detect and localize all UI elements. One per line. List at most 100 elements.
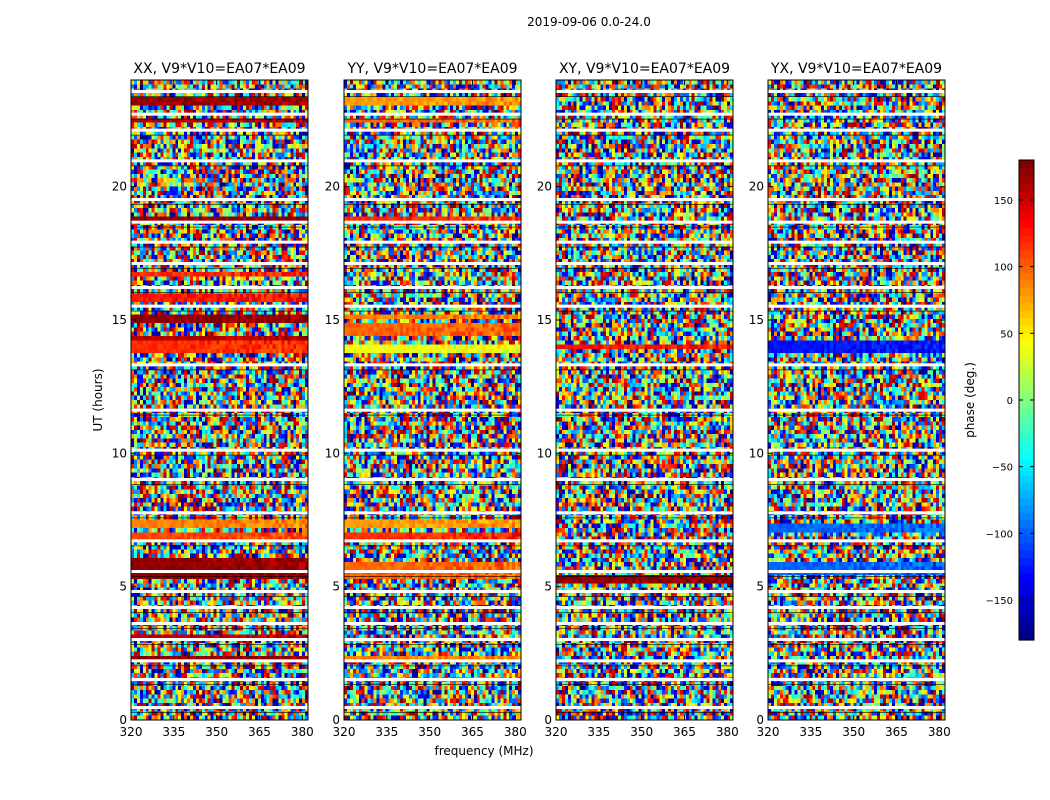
colorbar-segment: [1019, 430, 1034, 439]
flag-gap: [344, 363, 521, 367]
flag-line: [556, 310, 733, 312]
y-tick-label: 20: [749, 180, 764, 194]
flag-gap: [344, 606, 521, 609]
flag-gap: [768, 539, 945, 543]
x-tick-label: 335: [799, 725, 822, 739]
flag-line: [344, 454, 521, 456]
flag-gap: [556, 262, 733, 265]
flag-gap: [131, 198, 308, 201]
flag-line: [131, 414, 308, 416]
colorbar-segment: [1019, 467, 1034, 476]
colorbar-segment: [1019, 362, 1034, 371]
flag-line: [768, 684, 945, 685]
y-tick-label: 0: [544, 713, 552, 727]
x-tick-label: 365: [461, 725, 484, 739]
flag-gap: [131, 286, 308, 289]
colorbar-segment: [1019, 355, 1034, 364]
flag-line: [556, 165, 733, 167]
flag-line: [344, 684, 521, 685]
flag-line: [556, 684, 733, 685]
colorbar-segment: [1019, 272, 1034, 281]
flag-line: [131, 576, 308, 577]
flag-gap: [556, 90, 733, 93]
colorbar-segment: [1019, 610, 1034, 619]
flag-gap: [556, 286, 733, 289]
colorbar-tick-label: 50: [1000, 329, 1013, 340]
flag-gap: [344, 240, 521, 244]
colorbar-segment: [1019, 377, 1034, 386]
flag-gap: [768, 363, 945, 367]
colorbar-tick-label: −150: [986, 596, 1013, 607]
flag-line: [556, 268, 733, 269]
flag-line: [768, 310, 945, 312]
panel-0-title: XX, V9*V10=EA07*EA09: [133, 61, 305, 77]
colorbar-label: phase (deg.): [963, 362, 977, 438]
flag-line: [556, 712, 733, 713]
y-tick-label: 10: [325, 446, 340, 460]
y-tick-label: 5: [544, 580, 552, 594]
flag-gap: [768, 659, 945, 663]
flag-gap: [344, 112, 521, 116]
flag-gap: [344, 678, 521, 681]
panel-1-heatmap: [344, 80, 521, 720]
flag-line: [556, 628, 733, 629]
flag-line: [768, 454, 945, 456]
flag-line: [768, 226, 945, 228]
x-tick-label: 350: [842, 725, 865, 739]
colorbar-segment: [1019, 235, 1034, 244]
flag-gap: [131, 570, 308, 573]
flag-line: [131, 204, 308, 205]
flag-line: [131, 134, 308, 136]
flag-gap: [131, 622, 308, 625]
colorbar-segment: [1019, 587, 1034, 596]
panel-0: XX, V9*V10=EA07*EA09 320 335 350 365 380 0 5 10 1…: [112, 61, 314, 739]
flag-gap: [556, 220, 733, 224]
flag-gap: [131, 90, 308, 93]
panel-3-frame: [767, 79, 946, 721]
x-tick-label: 365: [885, 725, 908, 739]
flag-gap: [556, 706, 733, 709]
colorbar-tick-label: −100: [986, 529, 1013, 540]
flag-gap: [344, 638, 521, 641]
flag-line: [344, 414, 521, 416]
flag-line: [131, 684, 308, 685]
flag-line: [131, 310, 308, 312]
flag-line: [131, 665, 308, 667]
colorbar-segment: [1019, 565, 1034, 574]
flag-line: [344, 517, 521, 519]
flag-gap: [344, 220, 521, 224]
colorbar-segment: [1019, 572, 1034, 581]
colorbar-segment: [1019, 520, 1034, 529]
colorbar-segment: [1019, 415, 1034, 424]
flag-line: [768, 665, 945, 667]
flag-gap: [344, 90, 521, 93]
flag-line: [131, 484, 308, 485]
flag-gap: [344, 408, 521, 412]
colorbar-segment: [1019, 190, 1034, 199]
flag-line: [344, 665, 521, 667]
flag-line: [556, 596, 733, 597]
panel-0-heatmap: [131, 80, 308, 720]
flag-line: [556, 665, 733, 667]
colorbar-tick-label: −50: [992, 463, 1013, 474]
colorbar-segment: [1019, 182, 1034, 191]
flag-line: [768, 414, 945, 416]
colorbar-segment: [1019, 317, 1034, 326]
colorbar-segment: [1019, 595, 1034, 604]
colorbar-segment: [1019, 332, 1034, 341]
y-tick-label: 5: [119, 580, 127, 594]
x-tick-label: 335: [587, 725, 610, 739]
flag-gap: [131, 511, 308, 515]
y-tick-label: 0: [756, 713, 764, 727]
flag-gap: [556, 539, 733, 543]
flag-gap: [768, 706, 945, 709]
flag-line: [131, 545, 308, 547]
flag-line: [131, 118, 308, 120]
y-tick-label: 15: [749, 313, 764, 327]
flag-line: [556, 369, 733, 371]
flag-gap: [768, 262, 945, 265]
colorbar-segment: [1019, 580, 1034, 589]
y-tick-label: 10: [112, 446, 127, 460]
flag-line: [556, 134, 733, 136]
flag-line: [556, 414, 733, 416]
